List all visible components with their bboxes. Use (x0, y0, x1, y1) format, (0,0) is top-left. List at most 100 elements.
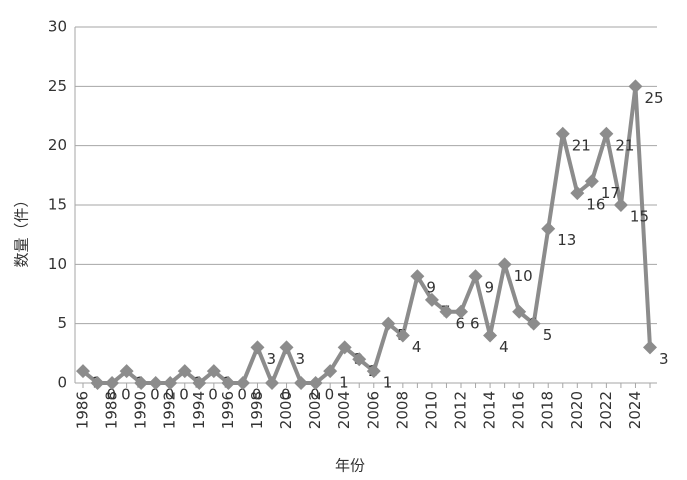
point-marker (352, 352, 367, 367)
x-tick-label: 2016 (510, 391, 528, 429)
y-tick-label: 20 (48, 136, 67, 154)
data-label: 0 (310, 386, 320, 404)
x-tick-label: 2006 (364, 391, 382, 429)
data-label: 0 (237, 386, 247, 404)
data-label: 16 (586, 196, 605, 214)
point-marker (192, 376, 207, 390)
x-tick-label: 2014 (481, 391, 499, 429)
point-marker (454, 304, 468, 319)
point-marker (512, 304, 527, 319)
data-label: 4 (412, 338, 422, 356)
data-label: 21 (572, 136, 591, 154)
data-label: 10 (514, 267, 533, 285)
point-marker (555, 126, 570, 141)
point-marker (250, 340, 265, 355)
x-tick-label: 2004 (335, 391, 353, 429)
point-marker (279, 340, 294, 355)
x-tick-label: 1988 (103, 391, 121, 429)
point-marker (265, 376, 279, 390)
point-marker (599, 126, 614, 141)
point-marker (439, 304, 454, 319)
data-label: 0 (121, 386, 131, 404)
x-tick-label: 2024 (626, 391, 644, 429)
x-tick-label: 2022 (597, 391, 615, 429)
point-marker (90, 376, 105, 390)
data-label: 0 (107, 386, 117, 404)
series-line (81, 84, 652, 385)
point-marker (424, 292, 439, 307)
point-marker (308, 376, 323, 390)
point-marker (570, 186, 585, 201)
point-marker (395, 328, 410, 343)
data-label: 13 (557, 231, 576, 249)
y-tick-label: 30 (48, 18, 67, 36)
data-label: 0 (165, 386, 175, 404)
point-marker (337, 340, 352, 355)
data-label: 3 (659, 350, 669, 368)
data-label: 15 (630, 208, 649, 226)
data-label: 3 (266, 350, 276, 368)
data-label: 5 (543, 326, 553, 344)
data-label: 0 (208, 386, 218, 404)
y-tick-label: 0 (57, 374, 67, 392)
data-label: 0 (179, 386, 189, 404)
point-marker (381, 316, 396, 331)
point-marker (628, 79, 643, 94)
point-marker (163, 376, 178, 390)
point-marker (483, 328, 498, 343)
data-label: 9 (485, 279, 495, 297)
data-label: 25 (644, 89, 663, 107)
point-marker (221, 376, 236, 390)
x-tick-label: 2002 (306, 391, 324, 429)
point-marker (294, 376, 309, 390)
point-marker (366, 364, 381, 379)
data-label: 0 (150, 386, 160, 404)
point-marker (410, 269, 425, 284)
point-marker (497, 257, 512, 272)
x-axis-label: 年份 (335, 457, 365, 475)
point-marker (468, 269, 483, 284)
point-marker (235, 376, 250, 390)
x-tick-label: 1986 (74, 391, 92, 429)
point-marker (584, 174, 599, 189)
x-tick-label: 1996 (219, 391, 237, 429)
x-tick-label: 2008 (393, 391, 411, 429)
point-marker (105, 376, 120, 390)
point-marker (119, 364, 134, 379)
point-marker (206, 364, 221, 379)
point-marker (134, 376, 149, 390)
point-marker (177, 364, 192, 379)
point-marker (148, 376, 163, 390)
data-label: 6 (470, 314, 480, 332)
x-tick-label: 2018 (539, 391, 557, 429)
point-marker (323, 364, 338, 379)
x-tick-label: 2010 (422, 391, 440, 429)
y-tick-label: 5 (57, 314, 67, 332)
point-marker (643, 340, 657, 355)
data-label: 21 (615, 136, 634, 154)
y-axis-label: 数量（件） (13, 192, 31, 267)
x-tick-label: 2000 (277, 391, 295, 429)
data-label: 0 (281, 386, 291, 404)
x-tick-label: 1998 (248, 391, 266, 429)
x-tick-label: 2012 (452, 391, 470, 429)
data-label: 9 (426, 279, 436, 297)
data-label: 3 (296, 350, 306, 368)
point-marker (541, 221, 556, 236)
data-label: 0 (325, 386, 335, 404)
y-tick-label: 25 (48, 77, 67, 95)
point-marker (613, 198, 628, 212)
data-label: 1 (383, 374, 393, 392)
point-marker (76, 364, 90, 379)
data-label: 4 (499, 338, 509, 356)
data-label: 0 (252, 386, 262, 404)
x-tick-label: 2020 (568, 391, 586, 429)
x-tick-label: 1992 (161, 391, 179, 429)
y-tick-label: 10 (48, 255, 67, 273)
y-tick-label: 15 (48, 196, 67, 214)
data-label: 17 (601, 184, 620, 202)
data-label: 6 (455, 314, 465, 332)
x-tick-label: 1994 (190, 391, 208, 429)
point-marker (526, 316, 541, 331)
